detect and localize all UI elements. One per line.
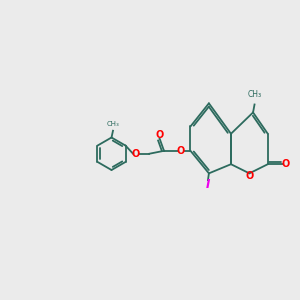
Text: O: O xyxy=(282,159,290,169)
Text: O: O xyxy=(132,149,140,159)
Text: CH₃: CH₃ xyxy=(106,121,119,127)
Text: CH₃: CH₃ xyxy=(248,91,262,100)
Text: O: O xyxy=(177,146,185,156)
Text: O: O xyxy=(245,171,253,181)
Text: I: I xyxy=(206,178,210,191)
Text: O: O xyxy=(155,130,164,140)
